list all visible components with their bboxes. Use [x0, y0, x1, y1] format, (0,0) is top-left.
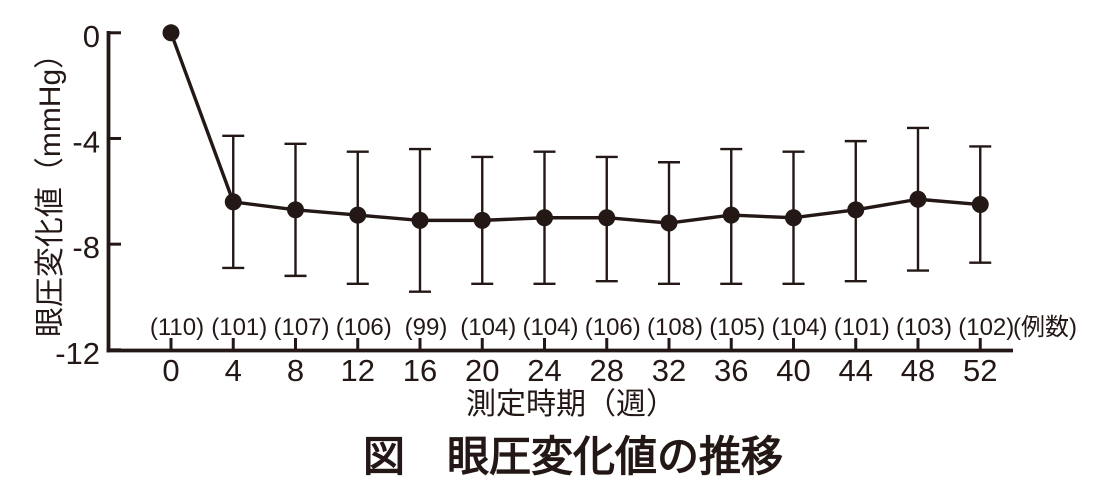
y-tick-label: -8 — [72, 230, 100, 265]
x-axis-title: 測定時期（週） — [466, 388, 676, 421]
sample-size-label: (107) — [273, 314, 329, 341]
x-tick-label: 12 — [341, 353, 375, 388]
data-point — [598, 209, 616, 227]
sample-size-label: (108) — [647, 314, 703, 341]
y-tick-label: 0 — [83, 19, 100, 54]
x-tick-label: 28 — [590, 353, 624, 388]
data-point — [971, 196, 989, 214]
sample-size-label: (110) — [150, 314, 204, 341]
data-point — [660, 214, 678, 232]
data-point — [785, 209, 802, 227]
sample-size-label: (99) — [405, 314, 448, 341]
x-tick-label: 44 — [839, 353, 873, 388]
data-point — [473, 211, 491, 229]
sample-size-row-label: (例数) — [1013, 314, 1077, 341]
x-tick-label: 40 — [776, 353, 810, 388]
sample-size-label: (104) — [522, 314, 578, 341]
data-point — [162, 24, 180, 42]
sample-size-label: (103) — [896, 314, 952, 341]
x-tick-label: 4 — [225, 353, 242, 388]
x-tick-label: 32 — [652, 353, 686, 388]
data-point — [287, 201, 304, 219]
x-tick-label: 20 — [465, 353, 499, 388]
data-point — [722, 206, 740, 224]
sample-size-label: (106) — [585, 314, 641, 341]
sample-size-label: (104) — [460, 314, 516, 341]
sample-size-label: (106) — [336, 314, 392, 341]
data-point — [909, 190, 927, 208]
x-tick-label: 48 — [901, 353, 935, 388]
series-line — [169, 31, 982, 225]
data-point — [349, 206, 367, 224]
data-point — [411, 211, 429, 229]
sample-size-label: (101) — [211, 314, 267, 341]
x-tick-label: 0 — [162, 353, 179, 388]
figure-caption: 図 眼圧変化値の推移 — [362, 435, 784, 481]
x-tick-label: 36 — [714, 353, 748, 388]
sample-size-label: (102) — [958, 314, 1014, 341]
y-tick-label: -12 — [55, 336, 100, 371]
data-point — [847, 201, 865, 219]
sample-size-label: (101) — [834, 314, 890, 341]
x-tick-label: 16 — [403, 353, 437, 388]
data-point — [224, 193, 242, 211]
y-tick-label: -4 — [72, 124, 100, 159]
x-tick-label: 8 — [287, 353, 304, 388]
x-tick-label: 24 — [527, 353, 561, 388]
sample-size-label: (104) — [771, 314, 827, 341]
sample-size-label: (105) — [709, 314, 765, 341]
x-tick-label: 52 — [963, 353, 997, 388]
data-point — [536, 209, 553, 227]
y-axis-title: 眼圧変化値（mmHg） — [34, 38, 67, 338]
